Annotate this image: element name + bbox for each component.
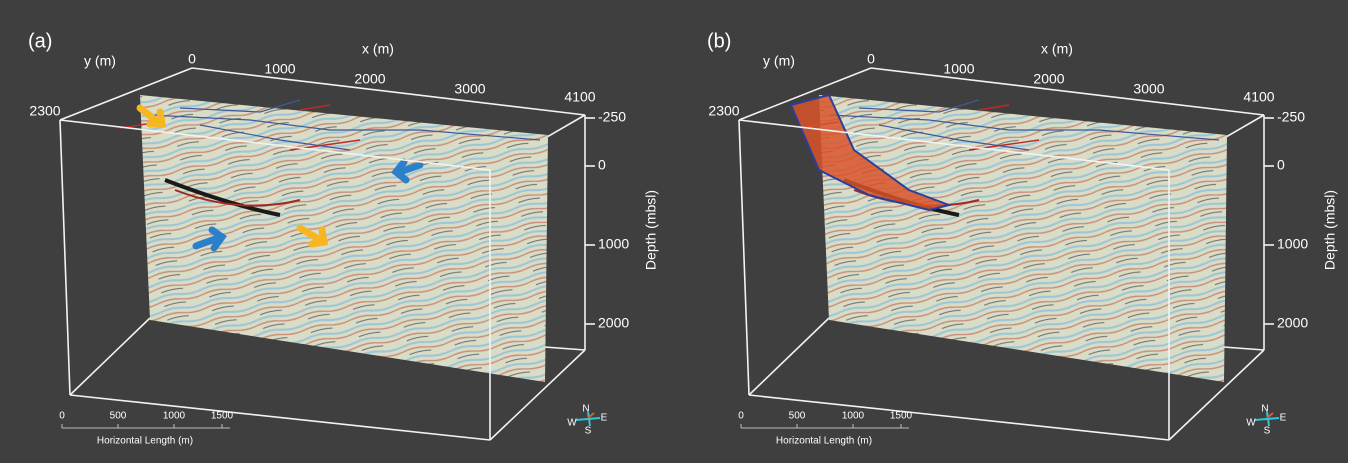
box-edge [1168, 349, 1265, 441]
compass-label: S [585, 426, 592, 437]
fault-traces [149, 99, 541, 151]
x-tick-label: 4100 [1243, 89, 1274, 105]
depth-tick-label: 1000 [1277, 236, 1308, 252]
arrow [391, 158, 424, 184]
compass-north [587, 412, 595, 419]
compass-label: E [1280, 413, 1287, 424]
box-edge [489, 349, 586, 441]
x-tick-label: 1000 [943, 61, 974, 77]
x-tick-label: 1000 [264, 61, 295, 77]
y-tick-label: 2300 [708, 103, 739, 119]
arrow [136, 104, 167, 128]
y-axis-title: y (m) [763, 53, 795, 69]
box-edge [59, 67, 193, 121]
depth-tick-label: 0 [598, 157, 606, 173]
x-axis-title: x (m) [362, 41, 394, 57]
box-edge [738, 119, 750, 396]
box-edge [59, 119, 71, 396]
box-edge [59, 119, 491, 171]
fault-surface [789, 93, 953, 212]
scale-tick-label: 1000 [842, 411, 865, 422]
scale-title: Horizontal Length (m) [776, 436, 872, 447]
scale-tick-label: 1500 [890, 411, 913, 422]
fault-traces [828, 99, 1220, 151]
depth-tick-label: 1000 [598, 236, 629, 252]
scale-tick-label: 500 [789, 411, 806, 422]
box-edge [870, 67, 1265, 116]
box-edge [69, 394, 491, 441]
y-tick-label: 2300 [29, 103, 60, 119]
depth-axis-title: Depth (mbsl) [1322, 190, 1338, 270]
compass-label: N [1261, 404, 1268, 415]
arrow [296, 224, 329, 248]
x-tick-label: 0 [867, 51, 875, 67]
seismic-section [140, 95, 548, 382]
compass-north [1266, 412, 1274, 419]
arrow [192, 226, 227, 252]
x-axis-title: x (m) [1041, 41, 1073, 57]
panel-label: (b) [707, 30, 731, 52]
depth-tick-label: 2000 [598, 315, 629, 331]
reflector [164, 178, 281, 217]
compass-icon [575, 411, 601, 427]
panel: (a) y (m) x (m) 0 1000 2000 3000 4100 2300 -250 0 1… [28, 30, 659, 446]
panel-label: (a) [28, 30, 52, 52]
scale-tick-label: 1500 [211, 411, 234, 422]
compass-label: N [582, 404, 589, 415]
box-edge [748, 317, 830, 396]
x-tick-label: 3000 [454, 81, 485, 97]
x-tick-label: 2000 [1033, 71, 1064, 87]
depth-tick-label: 2000 [1277, 315, 1308, 331]
depth-axis-title: Depth (mbsl) [643, 190, 659, 270]
scale-tick-label: 0 [59, 411, 65, 422]
depth-tick-label: 0 [1277, 157, 1285, 173]
compass-icon [1254, 411, 1280, 427]
x-tick-label: 3000 [1133, 81, 1164, 97]
box-edge [738, 67, 872, 121]
seismic-section [819, 95, 1227, 382]
x-tick-label: 2000 [354, 71, 385, 87]
compass-label: W [1246, 418, 1256, 429]
x-tick-label: 0 [188, 51, 196, 67]
compass-label: W [567, 418, 577, 429]
scale-title: Horizontal Length (m) [97, 436, 193, 447]
depth-tick-label: -250 [1277, 109, 1305, 125]
scale-tick-label: 500 [110, 411, 127, 422]
box-edge [738, 119, 1170, 171]
depth-tick-label: -250 [598, 109, 626, 125]
panel: (b) y (m) x (m) 0 1000 2000 3000 4100 2300 -250 0 1… [707, 30, 1338, 446]
box-edge [191, 67, 586, 116]
scale-tick-label: 1000 [163, 411, 186, 422]
scale-tick-label: 0 [738, 411, 744, 422]
compass-label: S [1264, 426, 1271, 437]
y-axis-title: y (m) [84, 53, 116, 69]
reflector [174, 189, 301, 207]
box-edge [69, 317, 151, 396]
box-edge [748, 394, 1170, 441]
x-tick-label: 4100 [564, 89, 595, 105]
compass-label: E [601, 413, 608, 424]
